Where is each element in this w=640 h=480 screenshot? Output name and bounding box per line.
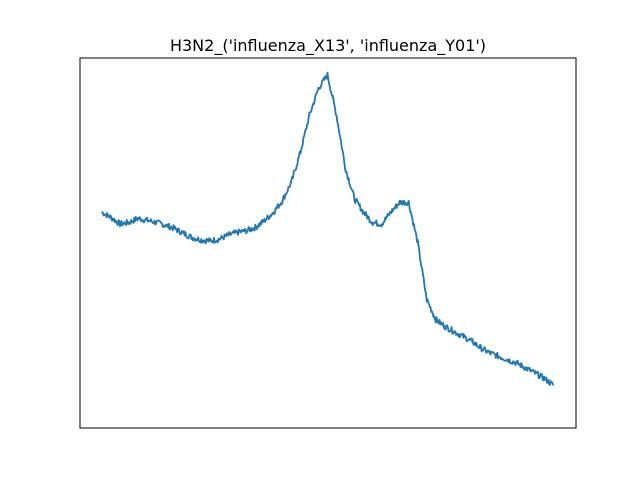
data-point (326, 74, 329, 76)
data-point (543, 377, 545, 379)
data-point (137, 217, 139, 220)
data-point (146, 219, 148, 222)
data-point (452, 330, 455, 333)
data-point (119, 223, 121, 225)
series-line (101, 71, 554, 386)
data-point (398, 201, 401, 204)
data-point (389, 211, 392, 214)
data-point (380, 223, 383, 225)
data-point (155, 221, 157, 224)
data-point (552, 384, 554, 386)
data-point (335, 114, 338, 116)
data-point (498, 355, 500, 358)
data-point (534, 372, 536, 374)
data-point (353, 198, 356, 200)
data-point (344, 168, 347, 170)
data-point (443, 325, 446, 328)
data-point (254, 226, 257, 229)
data-point (317, 87, 320, 90)
data-point (425, 298, 428, 301)
data-point (272, 211, 275, 214)
data-point (245, 229, 248, 232)
series-layer (101, 71, 554, 386)
data-point (236, 231, 239, 234)
data-point (362, 211, 365, 214)
data-point (507, 358, 509, 361)
data-point (434, 318, 437, 321)
data-point (200, 239, 203, 241)
data-point (489, 352, 491, 354)
chart-title: H3N2_('influenza_X13', 'influenza_Y01') (170, 36, 486, 56)
data-point (110, 216, 112, 219)
data-point (471, 340, 473, 343)
data-point (101, 211, 103, 214)
data-point (290, 181, 293, 183)
data-point (480, 347, 482, 349)
data-point (173, 227, 175, 230)
data-point (191, 236, 193, 239)
data-point (407, 201, 410, 204)
data-point (371, 221, 374, 224)
data-point (462, 335, 464, 338)
data-point (525, 367, 527, 369)
data-point (182, 232, 184, 234)
plot-area (79, 57, 577, 429)
data-point (299, 151, 302, 153)
data-point (209, 240, 212, 242)
data-point (281, 199, 284, 202)
data-point (227, 234, 230, 236)
data-point (128, 221, 130, 224)
data-point (263, 219, 266, 222)
data-point (164, 224, 166, 226)
data-point (218, 238, 221, 240)
data-point (516, 362, 518, 364)
data-point (416, 241, 419, 244)
data-point (308, 114, 311, 116)
